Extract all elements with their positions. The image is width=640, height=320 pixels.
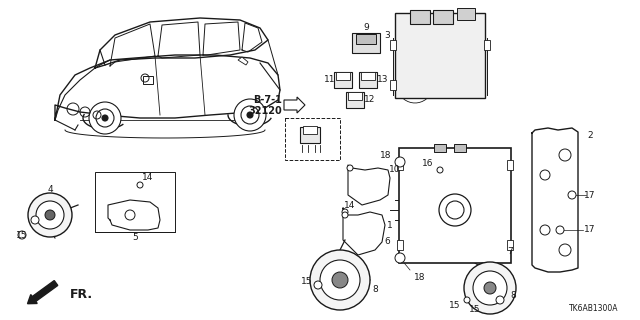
- FancyArrow shape: [28, 281, 58, 304]
- Text: TK6AB1300A: TK6AB1300A: [568, 304, 618, 313]
- Bar: [390, 40, 396, 50]
- Text: 6: 6: [384, 237, 390, 246]
- Circle shape: [437, 167, 443, 173]
- Bar: [303, 126, 317, 134]
- Bar: [397, 240, 403, 250]
- Bar: [346, 92, 364, 108]
- Circle shape: [473, 271, 507, 305]
- Bar: [390, 80, 396, 90]
- Bar: [361, 72, 375, 80]
- Circle shape: [342, 212, 348, 218]
- Text: 9: 9: [363, 23, 369, 33]
- Text: 16: 16: [422, 158, 434, 167]
- Circle shape: [439, 194, 471, 226]
- Bar: [457, 8, 475, 20]
- Text: 14: 14: [344, 201, 356, 210]
- Bar: [434, 144, 446, 152]
- Text: 32120: 32120: [248, 106, 282, 116]
- Circle shape: [568, 191, 576, 199]
- Circle shape: [484, 282, 496, 294]
- Circle shape: [446, 201, 464, 219]
- Text: 11: 11: [324, 76, 336, 84]
- Text: FR.: FR.: [70, 289, 93, 301]
- Polygon shape: [284, 97, 305, 113]
- Bar: [399, 148, 511, 262]
- Bar: [454, 144, 466, 152]
- Circle shape: [234, 99, 266, 131]
- Circle shape: [320, 260, 360, 300]
- Circle shape: [241, 106, 259, 124]
- Text: 1: 1: [387, 220, 393, 229]
- Circle shape: [464, 262, 516, 314]
- Bar: [285, 118, 340, 160]
- Circle shape: [28, 193, 72, 237]
- Bar: [143, 76, 153, 84]
- Circle shape: [347, 165, 353, 171]
- Bar: [507, 240, 513, 250]
- Circle shape: [89, 102, 121, 134]
- Circle shape: [314, 281, 322, 289]
- Bar: [433, 10, 453, 24]
- Circle shape: [496, 296, 504, 304]
- Text: 10: 10: [389, 165, 401, 174]
- Bar: [352, 33, 380, 53]
- Text: 15: 15: [301, 277, 313, 286]
- Circle shape: [31, 216, 39, 224]
- Circle shape: [137, 182, 143, 188]
- Text: 18: 18: [380, 150, 392, 159]
- Text: 4: 4: [47, 186, 53, 195]
- Circle shape: [310, 250, 370, 310]
- Circle shape: [395, 253, 405, 263]
- Bar: [336, 72, 350, 80]
- Bar: [356, 34, 376, 44]
- Text: 17: 17: [584, 226, 596, 235]
- Bar: [334, 72, 352, 88]
- Text: 3: 3: [384, 30, 390, 39]
- Circle shape: [247, 112, 253, 118]
- Text: 7: 7: [507, 247, 513, 257]
- Circle shape: [395, 157, 405, 167]
- Circle shape: [556, 226, 564, 234]
- Bar: [359, 72, 377, 88]
- Bar: [410, 10, 430, 24]
- Text: 5: 5: [132, 233, 138, 242]
- Bar: [95, 172, 175, 232]
- Circle shape: [45, 210, 55, 220]
- Bar: [395, 12, 485, 98]
- Bar: [300, 127, 320, 143]
- Text: B-7-1: B-7-1: [253, 95, 282, 105]
- Bar: [397, 160, 403, 170]
- Text: 13: 13: [377, 76, 388, 84]
- Text: 18: 18: [414, 274, 426, 283]
- Text: 2: 2: [587, 131, 593, 140]
- Text: 15: 15: [16, 230, 28, 239]
- Text: 8: 8: [510, 291, 516, 300]
- Text: 8: 8: [372, 285, 378, 294]
- Circle shape: [464, 297, 470, 303]
- Circle shape: [332, 272, 348, 288]
- Bar: [484, 40, 490, 50]
- Text: 14: 14: [142, 173, 154, 182]
- Circle shape: [342, 209, 348, 215]
- Circle shape: [36, 201, 64, 229]
- Text: 15: 15: [449, 300, 461, 309]
- Bar: [348, 92, 362, 100]
- Circle shape: [18, 231, 26, 239]
- Text: 12: 12: [364, 95, 376, 105]
- Text: 15: 15: [469, 306, 481, 315]
- Text: 17: 17: [584, 190, 596, 199]
- Bar: [507, 160, 513, 170]
- Polygon shape: [238, 57, 248, 65]
- Circle shape: [102, 115, 108, 121]
- Circle shape: [96, 109, 114, 127]
